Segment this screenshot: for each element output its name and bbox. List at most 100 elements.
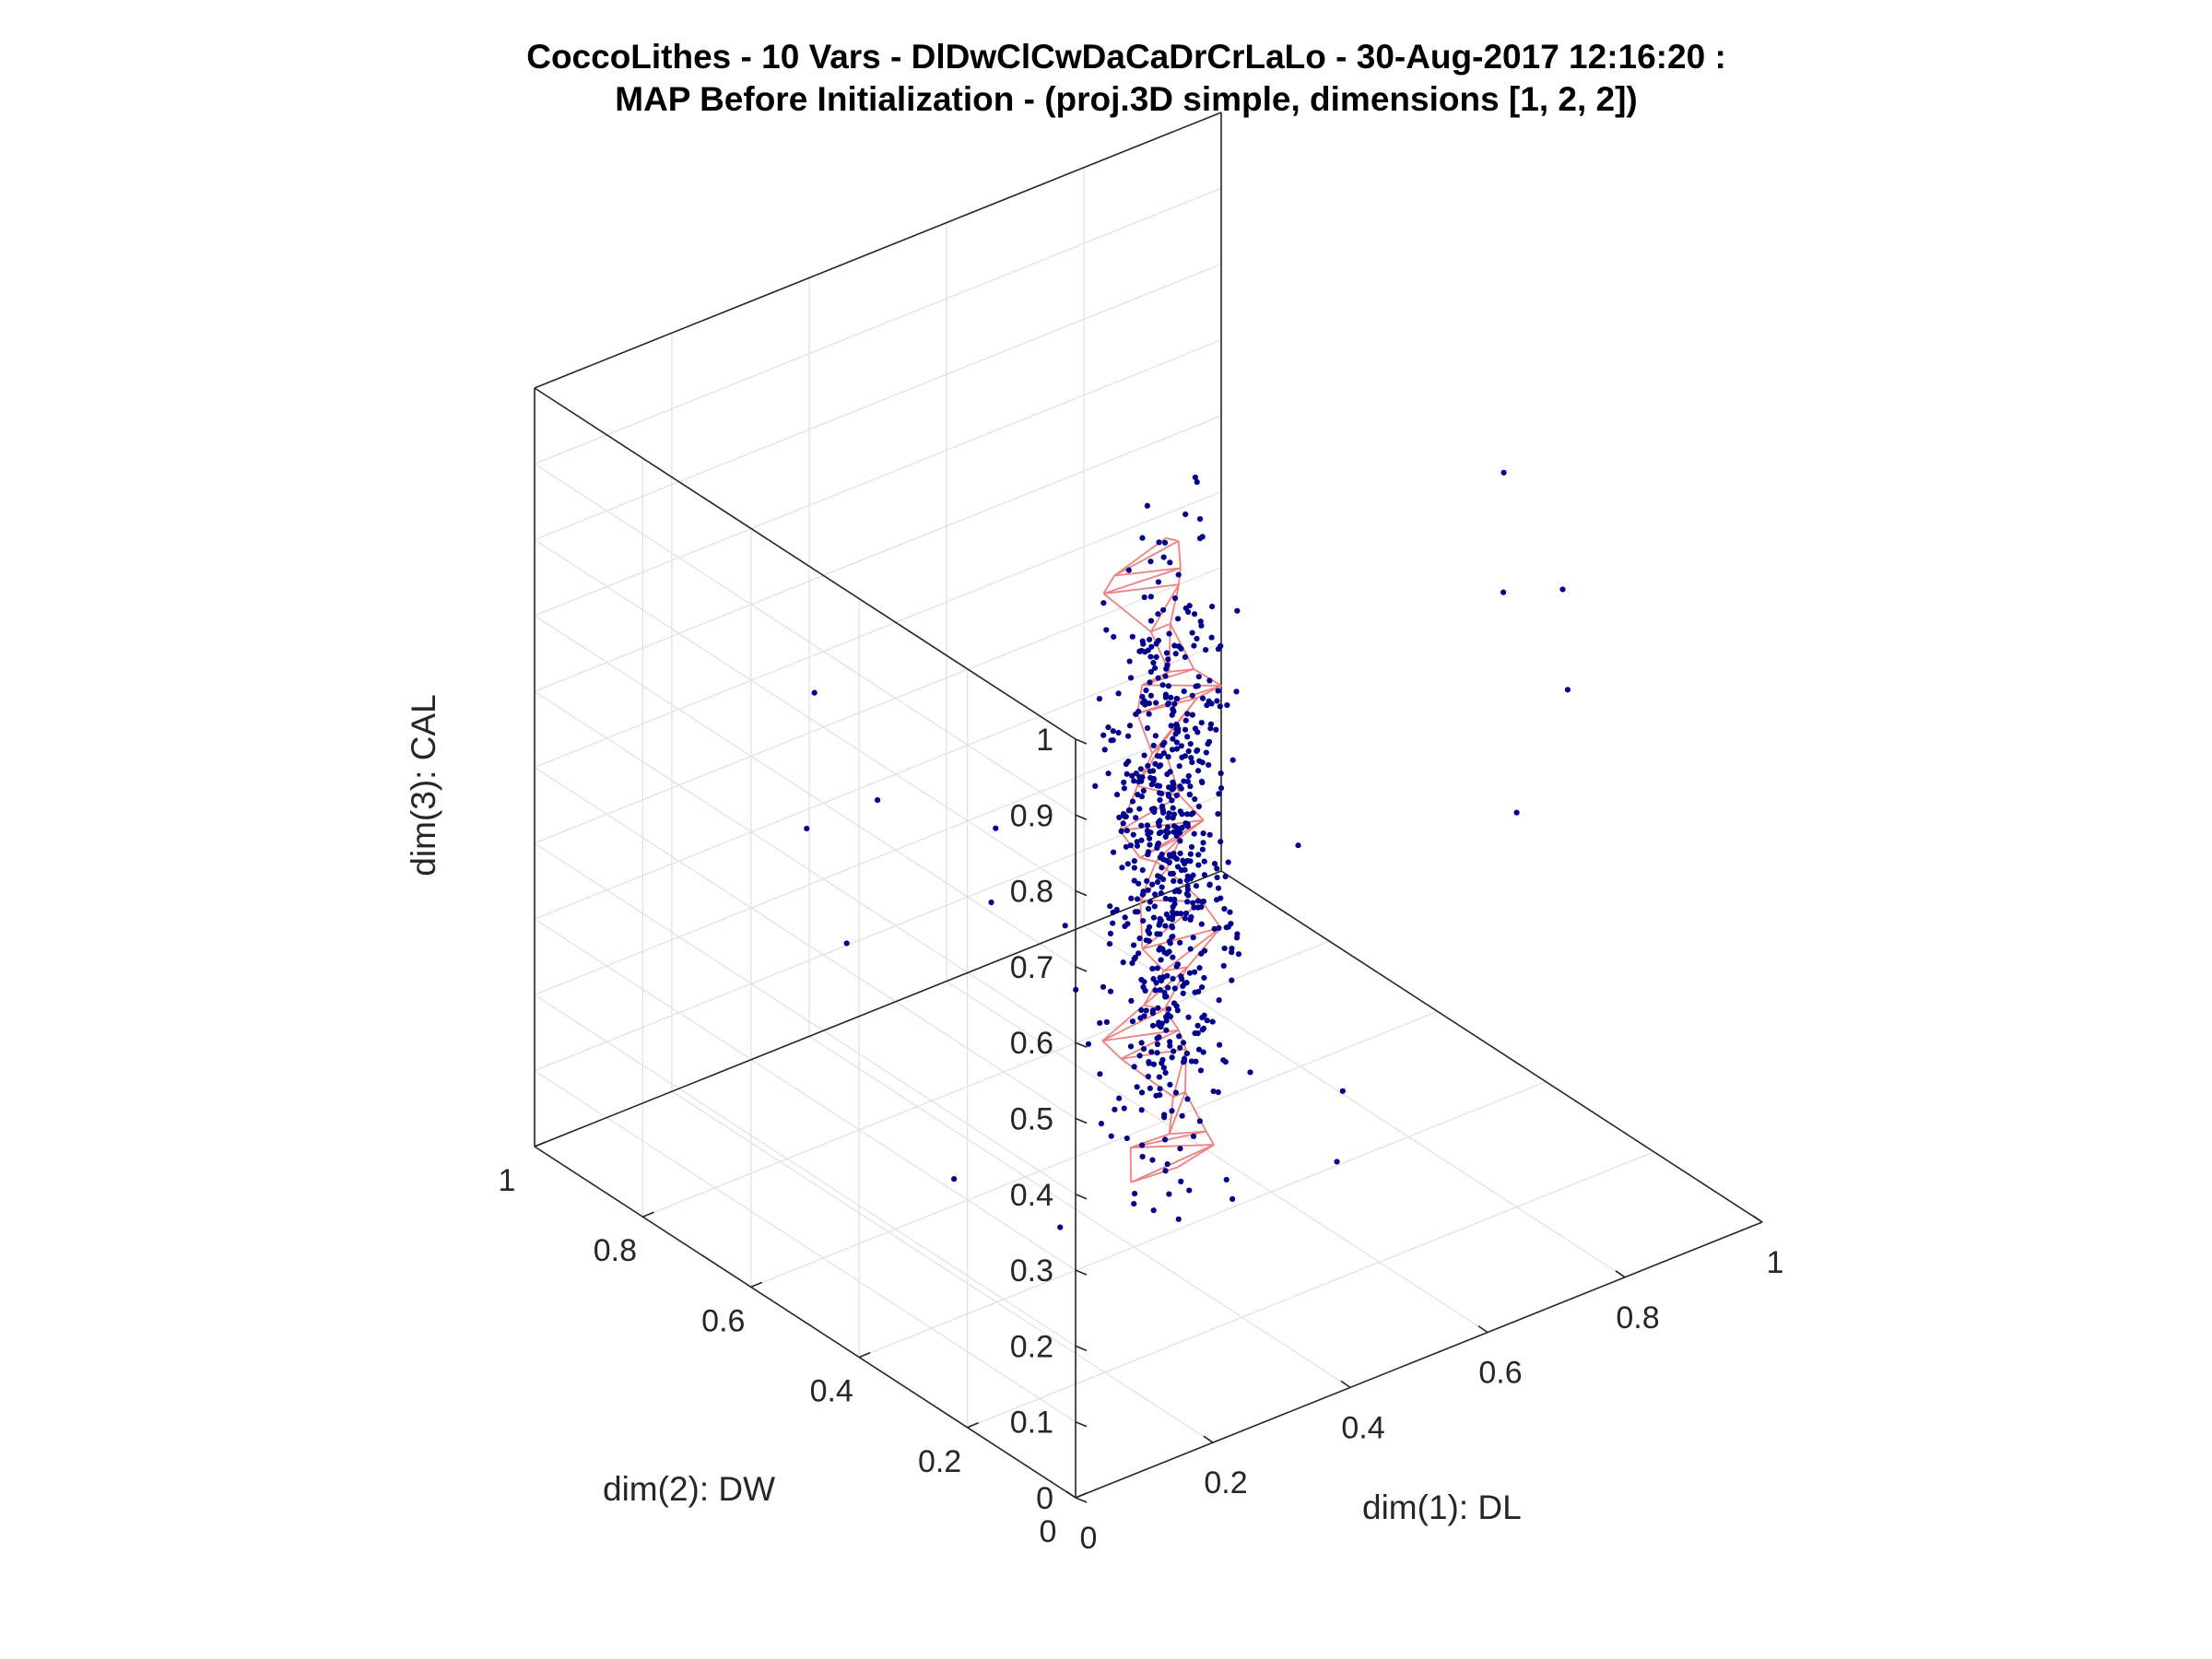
grid-line-x (808, 1035, 1351, 1388)
data-point (1157, 987, 1163, 994)
data-point (1167, 1039, 1173, 1045)
data-point (1149, 768, 1157, 774)
map-edge (1101, 1004, 1145, 1041)
data-point (1112, 1106, 1118, 1112)
data-point (1171, 594, 1179, 602)
data-point (1165, 830, 1171, 836)
data-point (1138, 837, 1145, 843)
data-point (1147, 1085, 1153, 1091)
data-point (1500, 589, 1507, 595)
data-point (1171, 888, 1178, 895)
data-point (1181, 688, 1187, 695)
data-point (1192, 474, 1198, 481)
data-point (1154, 1041, 1160, 1048)
data-point (1165, 683, 1171, 689)
data-point (1165, 791, 1171, 797)
map-edge (1169, 583, 1180, 624)
data-point (1187, 783, 1194, 790)
data-point (1118, 828, 1124, 834)
data-point (1174, 1007, 1181, 1014)
map-edge (1113, 540, 1180, 577)
data-point (1159, 1060, 1165, 1066)
data-point (1196, 965, 1203, 971)
data-point (1151, 903, 1158, 910)
data-point (1120, 959, 1126, 966)
data-point (1218, 784, 1225, 792)
data-point (1147, 679, 1153, 686)
data-point (1179, 1112, 1185, 1119)
data-point (1150, 976, 1157, 982)
data-point (1189, 692, 1195, 699)
data-point (1131, 858, 1137, 865)
data-point (1199, 695, 1206, 701)
data-point (1164, 662, 1171, 668)
z-tick-label: 0.4 (1010, 1178, 1053, 1213)
data-point (1115, 690, 1122, 697)
data-point (1147, 618, 1155, 624)
data-point (1247, 1069, 1253, 1076)
data-point (1197, 618, 1204, 625)
data-point (1148, 782, 1155, 788)
map-edge (1130, 1166, 1178, 1183)
data-point (1107, 988, 1114, 994)
grid-line-y (967, 1151, 1654, 1429)
grid-line-z (534, 842, 1077, 1195)
data-point (1106, 940, 1113, 947)
data-point (1191, 904, 1197, 911)
x-tick (1477, 1324, 1488, 1334)
data-point (1140, 917, 1147, 924)
data-point (1234, 607, 1241, 614)
z-tick-label: 0.5 (1010, 1102, 1053, 1137)
data-point (1173, 963, 1180, 970)
data-point (1165, 701, 1171, 708)
data-point (1215, 885, 1222, 891)
data-point (1145, 887, 1151, 893)
data-point (1147, 774, 1154, 782)
data-point (1092, 782, 1099, 789)
data-point (1165, 1006, 1172, 1012)
data-point (1139, 1153, 1146, 1160)
data-point (1179, 976, 1185, 982)
data-point (1126, 723, 1134, 729)
data-point (1198, 778, 1206, 785)
data-point (1160, 1065, 1167, 1071)
data-point (1166, 630, 1172, 637)
data-point (1171, 1048, 1177, 1054)
data-point (1105, 771, 1112, 777)
data-point (1235, 951, 1242, 958)
data-point (1157, 790, 1163, 796)
data-point (1110, 909, 1116, 916)
data-point (1194, 768, 1202, 774)
map-edge (1143, 1004, 1165, 1011)
data-point (1123, 843, 1129, 850)
data-point (1170, 909, 1176, 915)
data-point (1190, 872, 1196, 878)
data-point (1131, 778, 1137, 784)
data-point (1204, 1018, 1210, 1024)
data-point (1147, 559, 1154, 565)
data-point (1170, 954, 1176, 960)
data-point (1198, 921, 1205, 927)
data-point (1110, 736, 1116, 744)
y-axis-label: dim(2): DW (603, 1470, 775, 1508)
z-axis-label: dim(3): CAL (405, 694, 442, 876)
data-point (1163, 994, 1170, 1000)
data-point (1189, 712, 1195, 718)
data-point (1206, 738, 1213, 745)
y-tick (1075, 1492, 1088, 1499)
data-point (1100, 600, 1107, 606)
data-point (1177, 850, 1183, 857)
z-tick (1075, 1497, 1088, 1503)
data-point (1180, 990, 1186, 996)
data-point (1159, 851, 1165, 858)
data-point (1131, 1191, 1138, 1197)
data-point (1195, 674, 1202, 680)
data-point (1130, 831, 1136, 838)
data-point (1154, 878, 1161, 886)
data-point (1158, 917, 1164, 924)
data-point (1165, 814, 1171, 821)
data-point (1206, 761, 1212, 769)
data-point (1139, 693, 1146, 700)
grid-line-z (534, 615, 1077, 968)
data-point (1157, 1086, 1163, 1092)
